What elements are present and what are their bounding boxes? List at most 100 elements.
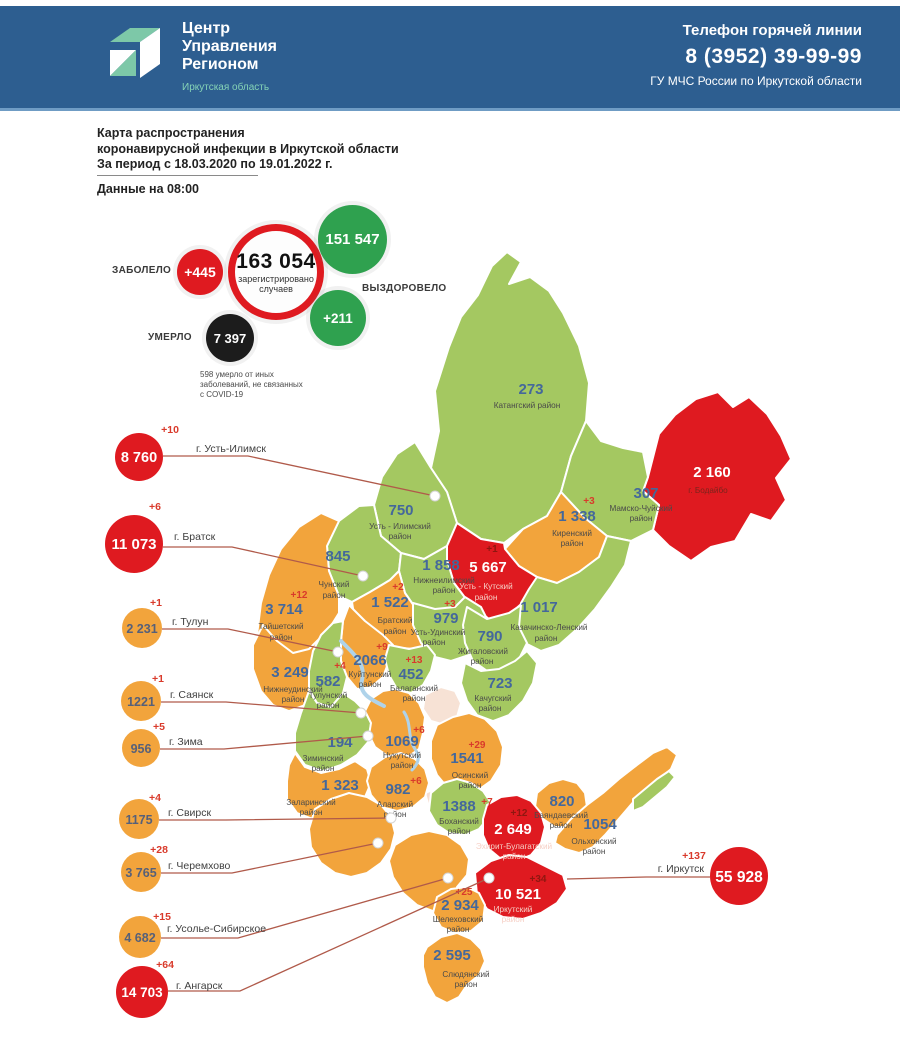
region-bokhansky-name2: район xyxy=(448,827,471,836)
region-mamsko-name2: район xyxy=(630,514,653,523)
region-tulunsky-delta: +4 xyxy=(334,661,346,672)
city-ust-ilimsk-value: 8 760 xyxy=(121,450,157,466)
region-nukutsky xyxy=(364,688,426,760)
region-zalarinsky-name2: район xyxy=(300,808,323,817)
region-bodaibo-value: 2 160 xyxy=(693,464,731,481)
region-chunsky-name1: Чунский xyxy=(319,580,350,589)
region-ust-udinsky-value: 979 xyxy=(433,610,458,627)
region-taishetsky-delta: +12 xyxy=(291,590,308,601)
footnote-line1: 598 умерло от иных xyxy=(200,370,274,379)
region-tulunsky-name1: Тулунский xyxy=(309,691,348,700)
region-balagansky-value: 452 xyxy=(398,666,423,683)
region-shelekhovsky-value: 2 934 xyxy=(441,897,479,914)
footnote-line2: заболеваний, не связанных xyxy=(200,380,303,389)
region-mamsko-value: 307 xyxy=(633,485,658,502)
logo-text: Центр Управления Регионом xyxy=(182,20,277,74)
region-bratsky-name1: Братский xyxy=(378,616,413,625)
region-irkutsky-name1: Иркутский xyxy=(494,905,533,914)
region-irkutsky-delta: +34 xyxy=(530,874,547,885)
region-slyudyansky-name1: Слюдянский xyxy=(442,970,489,979)
city-angarsk-delta: +64 xyxy=(156,959,174,971)
city-zima-delta: +5 xyxy=(153,721,165,733)
region-ust-udinsky-name2: район xyxy=(423,638,446,647)
region-kazachinsko-value: 1 017 xyxy=(520,599,558,616)
region-bokhansky-delta: +7 xyxy=(481,797,493,808)
region-slyudyansky-name2: район xyxy=(455,980,478,989)
region-ziminsky-name2: район xyxy=(312,764,335,773)
city-zima-label: г. Зима xyxy=(169,736,203,748)
region-nukutsky-name2: район xyxy=(391,761,414,770)
city-angarsk-label: г. Ангарск xyxy=(176,980,223,992)
region-bokhansky-name1: Боханский xyxy=(439,817,479,826)
died-footnote: 598 умерло от иных заболеваний, не связа… xyxy=(200,370,340,400)
connector-bratsk xyxy=(163,546,364,577)
city-sayansk-delta: +1 xyxy=(152,673,164,685)
region-bokhansky-value: 1388 xyxy=(442,798,475,815)
region-nizhneilimsky-name1: Нижнеилимский xyxy=(413,576,474,585)
sick-delta-value: +445 xyxy=(184,264,216,280)
city-usolye-value: 4 682 xyxy=(124,931,155,945)
city-angarsk-value: 14 703 xyxy=(121,985,163,1000)
region-kuitunsky-delta: +9 xyxy=(376,642,388,653)
bubble-zima xyxy=(122,729,160,767)
region-zalarinsky-value: 1 323 xyxy=(321,777,359,794)
dot-svirsk xyxy=(385,812,397,824)
recovered-label: ВЫЗДОРОВЕЛО xyxy=(362,283,447,294)
region-kazachinsko-name2: район xyxy=(535,634,558,643)
city-irkutsk-delta: +137 xyxy=(682,850,706,862)
bubble-irkutsk xyxy=(710,847,768,905)
region-bayandaevsky-value: 820 xyxy=(549,793,574,810)
region-labels: 273 Катангский район 2 160 г. Бодайбо 30… xyxy=(258,381,730,989)
region-kirensky-delta: +3 xyxy=(583,496,595,507)
region-olkhonsky-name1: Ольхонский xyxy=(571,837,616,846)
died-bubble: 7 397 xyxy=(206,314,254,362)
region-irkutsky xyxy=(474,854,568,920)
region-ust-ilimsky-value: 750 xyxy=(388,502,413,519)
city-sayansk-label: г. Саянск xyxy=(170,689,214,701)
bubble-sayansk xyxy=(121,681,161,721)
region-irkutsky-value: 10 521 xyxy=(495,886,541,903)
city-usolye-delta: +15 xyxy=(153,911,171,923)
region-kuitunsky-name1: Куйтунский xyxy=(349,670,392,679)
city-cheremkhovo-label: г. Черемхово xyxy=(168,860,231,872)
bubble-ust-ilimsk xyxy=(115,433,163,481)
recovered-value: 151 547 xyxy=(325,231,380,248)
region-chunsky-name2: район xyxy=(323,591,346,600)
sick-delta-bubble: +445 xyxy=(177,249,223,295)
bubble-bratsk xyxy=(105,515,163,573)
region-kachugsky xyxy=(460,650,538,722)
region-kirensky-name2: район xyxy=(561,539,584,548)
angara-river xyxy=(402,710,420,772)
region-zhigalovsky-value: 790 xyxy=(477,628,502,645)
city-tulun-label: г. Тулун xyxy=(172,616,209,628)
dot-angarsk xyxy=(483,872,495,884)
dot-tulun xyxy=(332,646,344,658)
region-osinsky-name2: район xyxy=(459,781,482,790)
region-bayandaevsky-name2: район xyxy=(550,821,573,830)
bubble-cheremkhovo xyxy=(121,852,161,892)
city-usolye-label: г. Усолье-Сибирское xyxy=(167,923,266,935)
region-irkutsky-name2: район xyxy=(502,915,525,924)
bratsk-reservoir xyxy=(339,639,386,708)
city-connector-lines xyxy=(159,455,710,992)
recovered-bubble: 151 547 xyxy=(318,205,387,274)
bubble-tulun xyxy=(122,608,162,648)
hotline-org: ГУ МЧС России по Иркутской области xyxy=(650,74,862,88)
region-ekhirit-value: 2 649 xyxy=(494,821,532,838)
region-ust-kutsky-value: 5 667 xyxy=(469,559,507,576)
city-dots xyxy=(332,490,495,884)
region-ust-kutsky-name1: Усть - Кутский xyxy=(459,582,512,591)
region-olkhonsky-value: 1054 xyxy=(583,816,617,833)
region-kuitunsky-value: 2066 xyxy=(353,652,386,669)
total-cases-bubble: 163 054 зарегистрировано случаев xyxy=(228,224,324,320)
region-osinsky-name1: Осинский xyxy=(452,771,488,780)
logo-line3: Регионом xyxy=(182,56,259,73)
region-ziminsky-name1: Зиминский xyxy=(302,754,343,763)
region-kazachinsko-name1: Казачинско-Ленский xyxy=(510,623,587,632)
region-nizhneudinsky-name1: Нижнеудинский xyxy=(263,685,322,694)
region-kachugsky-name2: район xyxy=(479,704,502,713)
region-balagansky-delta: +13 xyxy=(406,655,423,666)
region-osinsky xyxy=(430,712,504,794)
bubble-usolye xyxy=(119,916,161,958)
